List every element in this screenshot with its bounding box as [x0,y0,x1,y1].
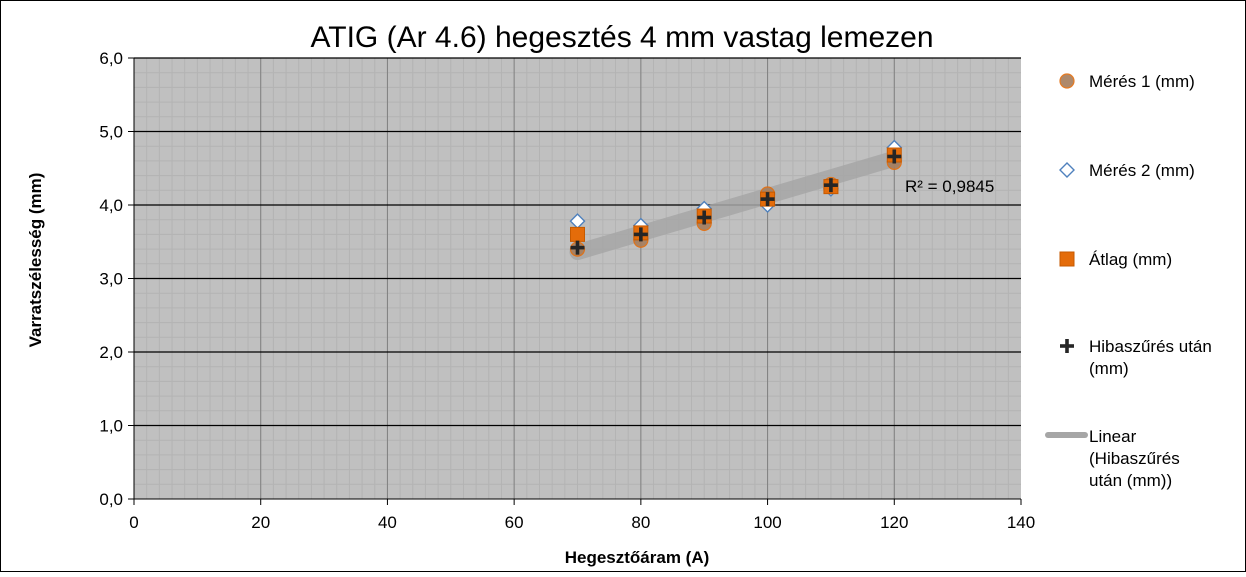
y-tick-label: 5,0 [99,123,123,142]
hibaszures-point-bar-v [702,210,707,225]
legend-marker-1 [1059,73,1075,89]
hibaszures-point-bar-v [575,240,580,255]
x-axis-label: Hegesztőáram (A) [565,548,710,567]
legend-label-trend: (Hibaszűrés [1089,449,1180,468]
y-axis-label: Varratszélesség (mm) [26,173,45,348]
x-tick-label: 60 [505,513,524,532]
y-tick-label: 2,0 [99,343,123,362]
x-tick-label: 0 [129,513,138,532]
hibaszures-point [570,240,585,255]
legend: Mérés 1 (mm) Mérés 2 (mm) Átlag (mm) Hibasz… [1045,72,1212,490]
x-tick-label: 20 [251,513,270,532]
y-tick-label: 0,0 [99,490,123,509]
hibaszures-point [887,149,902,164]
series-4 [570,149,902,255]
hibaszures-point-bar-v [892,149,897,164]
legend-marker-1-shape [1059,73,1075,89]
legend-label-3: Átlag (mm) [1089,250,1172,269]
legend-marker-4-bar-v [1065,339,1069,353]
legend-label-2: Mérés 2 (mm) [1089,161,1195,180]
hibaszures-point [633,227,648,242]
legend-label-4: Hibaszűrés után [1089,337,1212,356]
legend-label-trend: Linear [1089,427,1137,446]
y-tick-label: 6,0 [99,49,123,68]
legend-marker-3 [1059,251,1075,267]
hibaszures-point-bar-v [639,227,643,242]
legend-label-trend: után (mm)) [1089,471,1172,490]
legend-label-1: Mérés 1 (mm) [1089,72,1195,91]
y-tick-label: 4,0 [99,196,123,215]
atlag-point [570,226,585,242]
hibaszures-point [823,178,838,193]
legend-marker-2 [1059,162,1075,178]
hibaszures-point [760,192,775,207]
x-tick-label: 140 [1007,513,1035,532]
hibaszures-point [697,210,712,225]
x-tick-label: 120 [880,513,908,532]
x-tick-label: 80 [631,513,650,532]
hibaszures-point-bar-v [765,192,770,207]
r-squared-label: R² = 0,9845 [905,177,994,196]
y-tick-label: 3,0 [99,270,123,289]
y-tick-label: 1,0 [99,417,123,436]
chart-title: ATIG (Ar 4.6) hegesztés 4 mm vastag leme… [310,21,933,54]
trendline [569,150,903,261]
legend-marker-4 [1060,339,1074,353]
hibaszures-point-bar-v [829,178,833,193]
x-tick-label: 100 [753,513,781,532]
plot-area: 0 20 40 60 80 100 120 140 0,0 1,0 2,0 3,0 4,0 5,0 6,0 R… [99,49,1035,532]
x-tick-label: 40 [378,513,397,532]
legend-label-4: (mm) [1089,359,1129,378]
